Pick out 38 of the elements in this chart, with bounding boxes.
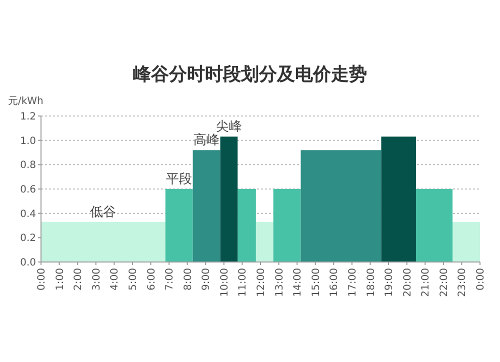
x-tick-label: 11:00	[238, 268, 249, 297]
series-label: 平段	[166, 172, 192, 187]
y-tick-label: 0.2	[20, 233, 36, 244]
x-tick-label: 20:00	[402, 268, 414, 297]
x-tick-label: 7:00	[164, 268, 176, 290]
x-tick-label: 2:00	[73, 268, 84, 290]
y-axis-title: 元/kWh	[8, 96, 44, 107]
x-tick-label: 0:00	[476, 268, 486, 290]
x-tick-label: 21:00	[420, 268, 432, 297]
x-tick-label: 8:00	[182, 268, 194, 290]
x-tick-label: 17:00	[347, 268, 358, 297]
x-tick-label: 13:00	[274, 268, 286, 297]
y-tick-label: 1.0	[20, 136, 36, 147]
x-tick-label: 22:00	[438, 268, 450, 297]
y-tick-label: 0.8	[20, 160, 36, 172]
x-tick-label: 16:00	[329, 268, 340, 297]
y-tick-label: 0.0	[20, 258, 36, 268]
x-tick-label: 1:00	[54, 268, 66, 290]
x-tick-label: 9:00	[201, 268, 212, 290]
y-tick-label: 0.4	[20, 208, 36, 220]
chart-title: 峰谷分时时段划分及电价走势	[133, 64, 367, 85]
x-tick-label: 10:00	[219, 268, 230, 297]
x-tick-label: 19:00	[384, 268, 396, 297]
x-tick-label: 12:00	[256, 268, 267, 297]
series-label: 低谷	[90, 204, 116, 220]
x-tick-label: 4:00	[110, 268, 121, 290]
x-tick-label: 23:00	[457, 268, 468, 297]
x-tick-label: 5:00	[128, 268, 139, 290]
series-label: 尖峰	[216, 120, 242, 135]
x-tick-label: 14:00	[292, 268, 304, 297]
x-tick-label: 18:00	[366, 268, 377, 297]
y-tick-label: 1.2	[20, 112, 36, 122]
y-tick-label: 0.6	[20, 184, 36, 196]
x-tick-label: 0:00	[36, 268, 48, 290]
x-tick-label: 3:00	[91, 268, 102, 290]
x-tick-label: 6:00	[146, 268, 158, 290]
series-label: 高峰	[194, 132, 220, 148]
x-tick-label: 15:00	[310, 268, 322, 297]
